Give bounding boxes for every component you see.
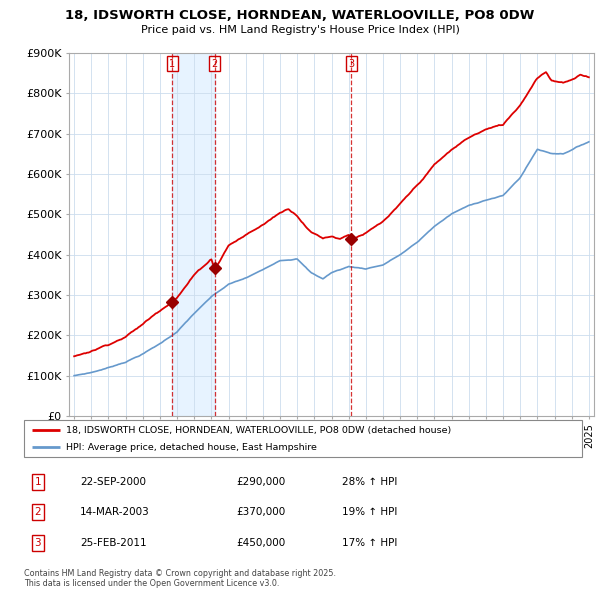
Text: 25-FEB-2011: 25-FEB-2011 [80, 538, 146, 548]
Text: 1: 1 [169, 58, 175, 68]
Text: 3: 3 [35, 538, 41, 548]
Text: HPI: Average price, detached house, East Hampshire: HPI: Average price, detached house, East… [66, 442, 317, 452]
Text: Contains HM Land Registry data © Crown copyright and database right 2025.
This d: Contains HM Land Registry data © Crown c… [24, 569, 336, 588]
Text: 1: 1 [35, 477, 41, 487]
Text: 18, IDSWORTH CLOSE, HORNDEAN, WATERLOOVILLE, PO8 0DW (detached house): 18, IDSWORTH CLOSE, HORNDEAN, WATERLOOVI… [66, 425, 451, 435]
Text: 2: 2 [212, 58, 218, 68]
Bar [172, 53, 215, 416]
Text: £290,000: £290,000 [236, 477, 285, 487]
Text: 14-MAR-2003: 14-MAR-2003 [80, 507, 149, 517]
Text: 2: 2 [35, 507, 41, 517]
Text: 22-SEP-2000: 22-SEP-2000 [80, 477, 146, 487]
Text: Price paid vs. HM Land Registry's House Price Index (HPI): Price paid vs. HM Land Registry's House … [140, 25, 460, 35]
Text: 3: 3 [348, 58, 354, 68]
Text: 19% ↑ HPI: 19% ↑ HPI [342, 507, 397, 517]
Text: 28% ↑ HPI: 28% ↑ HPI [342, 477, 397, 487]
Text: £450,000: £450,000 [236, 538, 285, 548]
Text: 17% ↑ HPI: 17% ↑ HPI [342, 538, 397, 548]
Text: 18, IDSWORTH CLOSE, HORNDEAN, WATERLOOVILLE, PO8 0DW: 18, IDSWORTH CLOSE, HORNDEAN, WATERLOOVI… [65, 9, 535, 22]
Text: £370,000: £370,000 [236, 507, 285, 517]
